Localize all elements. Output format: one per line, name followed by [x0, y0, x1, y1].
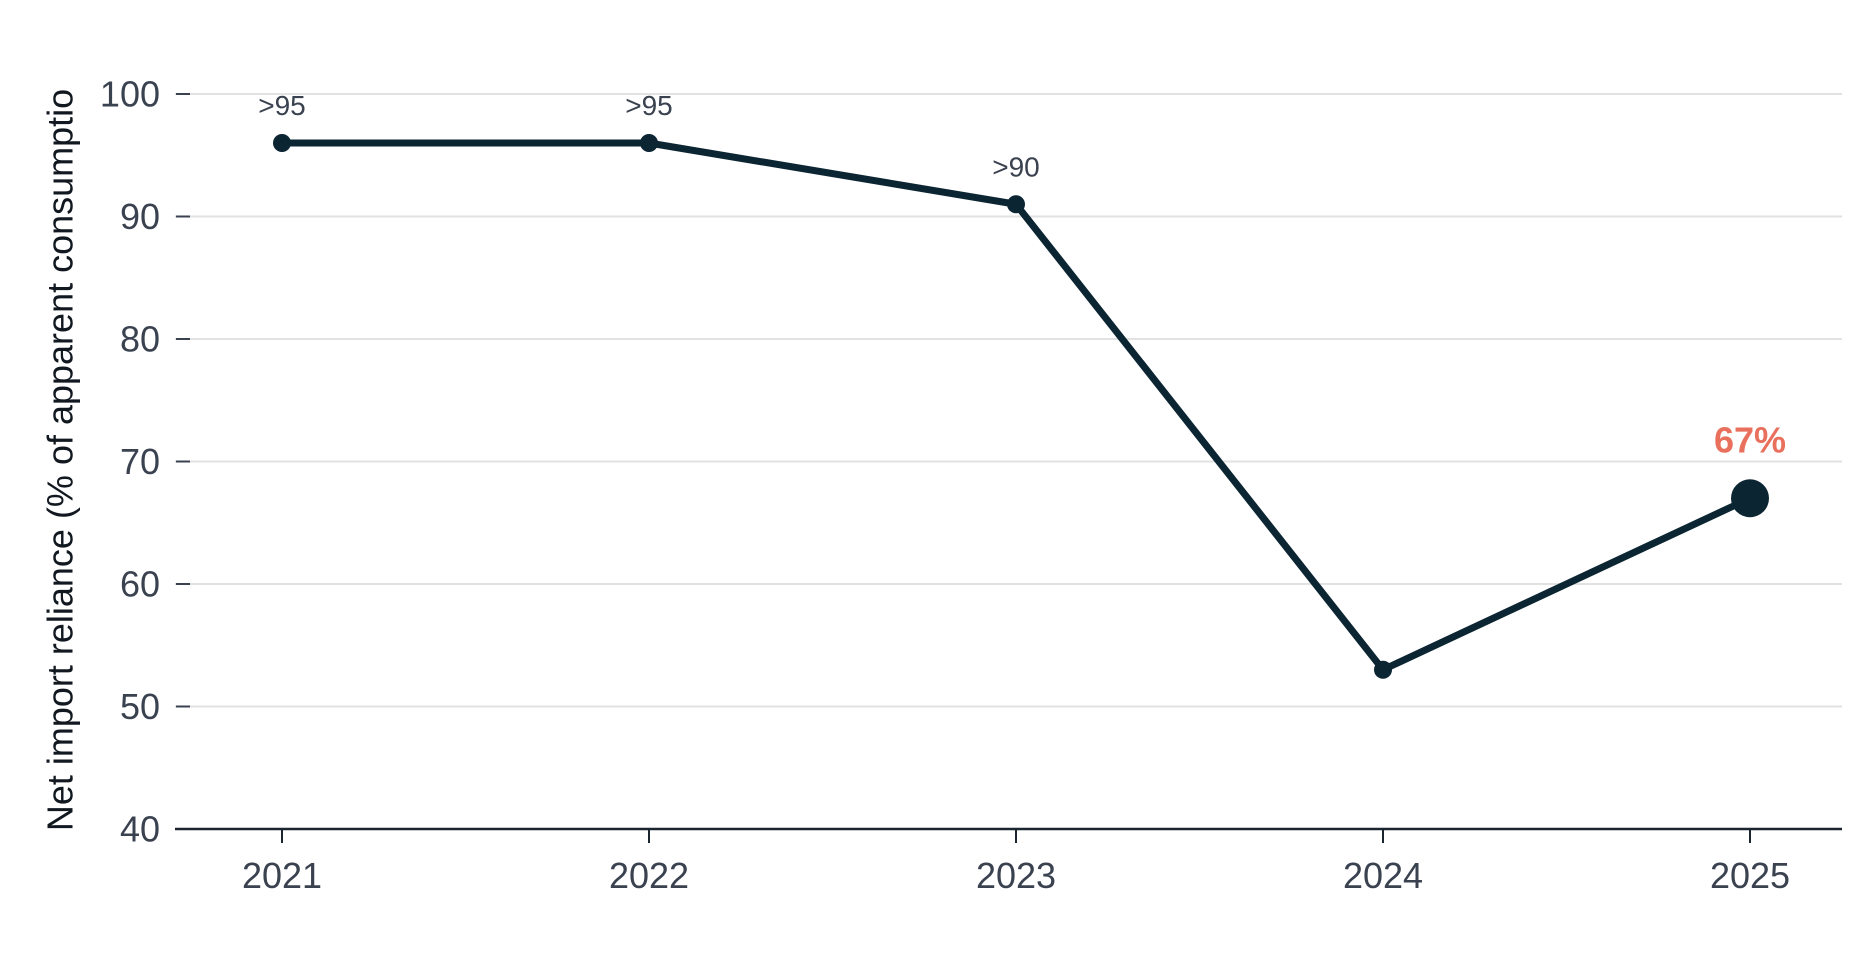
y-tick-label: 70	[120, 441, 160, 482]
y-tick-label: 50	[120, 686, 160, 727]
data-point	[640, 134, 658, 152]
x-tick-label: 2025	[1710, 855, 1790, 896]
series	[273, 134, 1769, 679]
y-tick-label: 40	[120, 809, 160, 850]
y-tick-label: 80	[120, 319, 160, 360]
axes: 40 50 60 70 80 90 100 2021 2022 2023 2024 2025	[100, 74, 1842, 896]
data-point	[273, 134, 291, 152]
x-tick-label: 2021	[242, 855, 322, 896]
data-labels: >95 >95 >90 67%	[258, 90, 1786, 460]
data-label: >95	[625, 90, 673, 121]
data-point	[1007, 195, 1025, 214]
data-label: >90	[992, 151, 1040, 182]
x-tick-label: 2024	[1343, 855, 1423, 896]
highlight-point	[1731, 479, 1769, 518]
y-tick-label: 90	[120, 196, 160, 237]
gridlines	[175, 93, 1842, 708]
data-label: >95	[258, 90, 306, 121]
x-tick-label: 2022	[609, 855, 689, 896]
y-axis-title: Net import reliance (% of apparent consu…	[40, 89, 81, 831]
y-tick-label: 100	[100, 74, 160, 115]
highlight-data-label: 67%	[1714, 419, 1786, 460]
x-tick-label: 2023	[976, 855, 1056, 896]
y-tick-label: 60	[120, 564, 160, 605]
series-line	[278, 139, 1754, 674]
data-point	[1374, 660, 1392, 679]
